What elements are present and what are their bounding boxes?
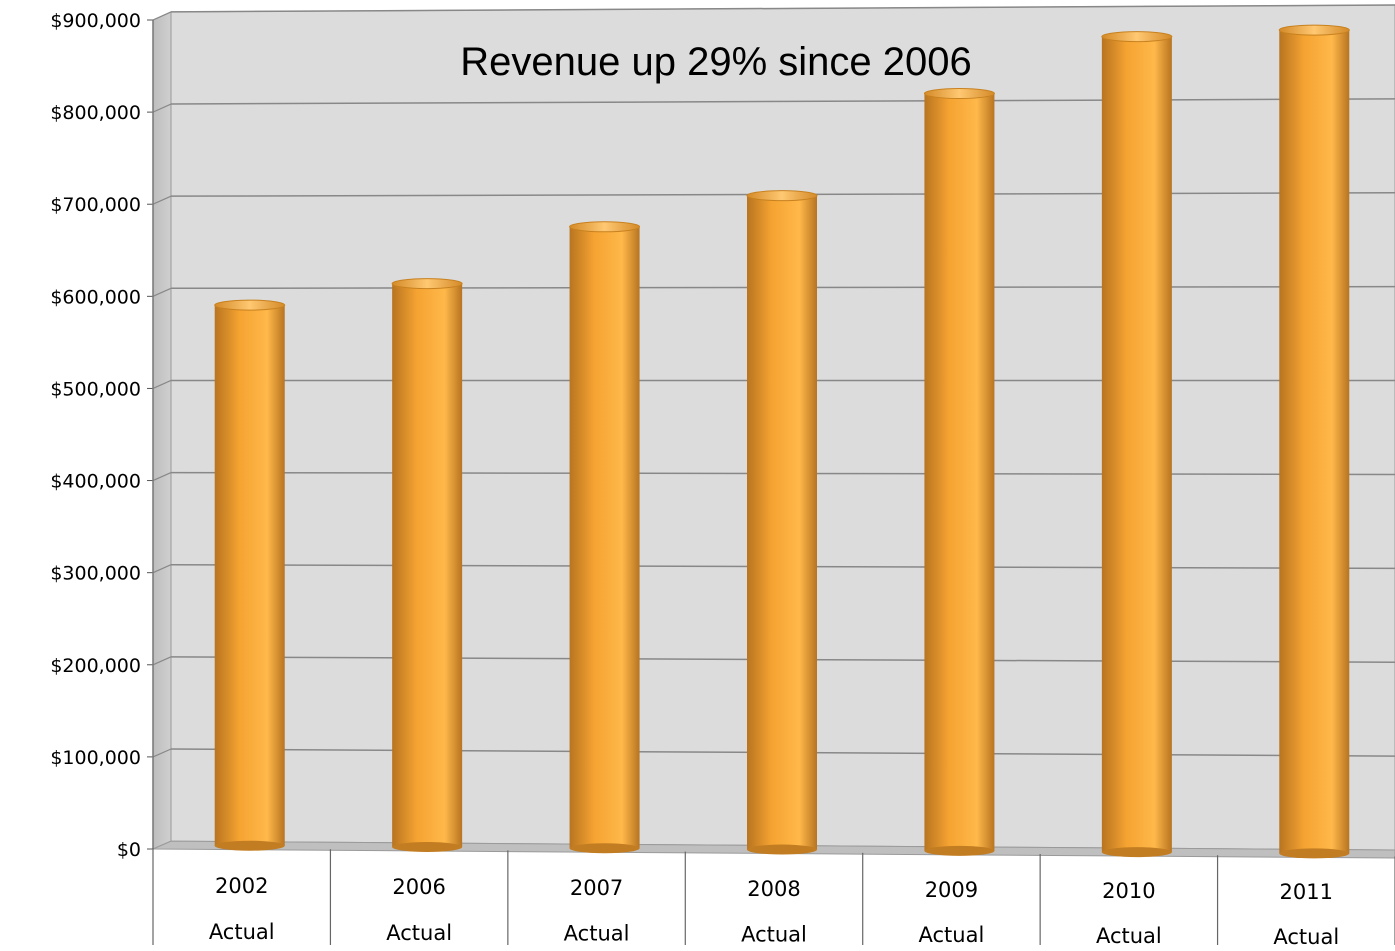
bar <box>214 299 286 851</box>
x-tick-sublabel: Actual <box>1096 924 1162 948</box>
gridline <box>170 4 1395 13</box>
y-tick-label: $100,000 <box>50 747 141 769</box>
gridline-side <box>152 656 172 666</box>
bar-body <box>1101 36 1172 853</box>
side-wall <box>152 11 172 850</box>
x-tick-sublabel: Actual <box>1273 925 1339 949</box>
gridline-side <box>152 748 172 758</box>
bar-cap <box>923 88 995 100</box>
y-tick-label: $800,000 <box>50 102 141 124</box>
gridline <box>170 98 1395 105</box>
x-tick-label: 2010 <box>1102 879 1155 903</box>
x-tick-label: 2011 <box>1280 880 1333 904</box>
bar-base <box>214 840 285 851</box>
bar-base <box>392 841 463 852</box>
bar-base <box>569 843 640 854</box>
bar-cap <box>1278 24 1350 36</box>
bar <box>923 88 995 856</box>
gridline-side <box>152 472 172 482</box>
gridline-side <box>152 564 172 574</box>
x-tick-label: 2008 <box>747 877 800 901</box>
gridline-side <box>152 195 172 205</box>
y-tick-label: $0 <box>117 839 141 861</box>
y-tick-label: $900,000 <box>50 10 141 32</box>
bar <box>1278 24 1350 859</box>
bar-body <box>392 283 463 847</box>
y-tick-label: $400,000 <box>50 471 141 493</box>
bar-cap <box>214 299 286 311</box>
y-tick-label: $600,000 <box>50 286 141 308</box>
bar-body <box>214 305 285 846</box>
bar-body <box>569 226 640 849</box>
x-tick-label: 2006 <box>392 875 445 899</box>
bar-body <box>747 195 817 850</box>
chart-annotation: Revenue up 29% since 2006 <box>460 40 971 84</box>
x-tick-sublabel: Actual <box>386 921 452 945</box>
x-tick-sublabel: Actual <box>564 922 630 946</box>
bar-base <box>1101 847 1172 858</box>
bar <box>1101 31 1173 858</box>
bars <box>214 24 1350 859</box>
category-table: 2002 Actual 2006 Actual 2007 Actual 2008 Actual… <box>152 848 1395 949</box>
bar-cap <box>746 190 818 202</box>
bar-base <box>1279 848 1350 859</box>
y-axis: $0 $100,000 $200,000 $300,000 $400,000 $500,0… <box>50 10 154 861</box>
x-tick-label: 2009 <box>925 878 978 902</box>
x-tick-sublabel: Actual <box>209 920 275 944</box>
bar-base <box>747 844 817 855</box>
y-tick-label: $700,000 <box>50 194 141 216</box>
gridline-side <box>152 11 172 21</box>
bar-body <box>1279 30 1350 854</box>
gridline-side <box>152 379 172 389</box>
bar-base <box>924 845 995 856</box>
y-tick-label: $500,000 <box>50 378 141 400</box>
x-tick-label: 2002 <box>215 874 268 898</box>
bar <box>391 278 463 852</box>
bar <box>569 221 641 854</box>
bar-cap <box>569 221 641 233</box>
gridline-side <box>152 103 172 113</box>
y-tick-label: $200,000 <box>50 655 141 677</box>
bar-cap <box>391 278 463 290</box>
bar-body <box>924 93 995 851</box>
x-tick-sublabel: Actual <box>919 923 985 947</box>
bar <box>746 190 818 855</box>
y-tick-label: $300,000 <box>50 563 141 585</box>
x-tick-sublabel: Actual <box>741 922 807 946</box>
x-tick-label: 2007 <box>570 876 623 900</box>
gridline-side <box>152 287 172 297</box>
bar-cap <box>1101 31 1173 43</box>
